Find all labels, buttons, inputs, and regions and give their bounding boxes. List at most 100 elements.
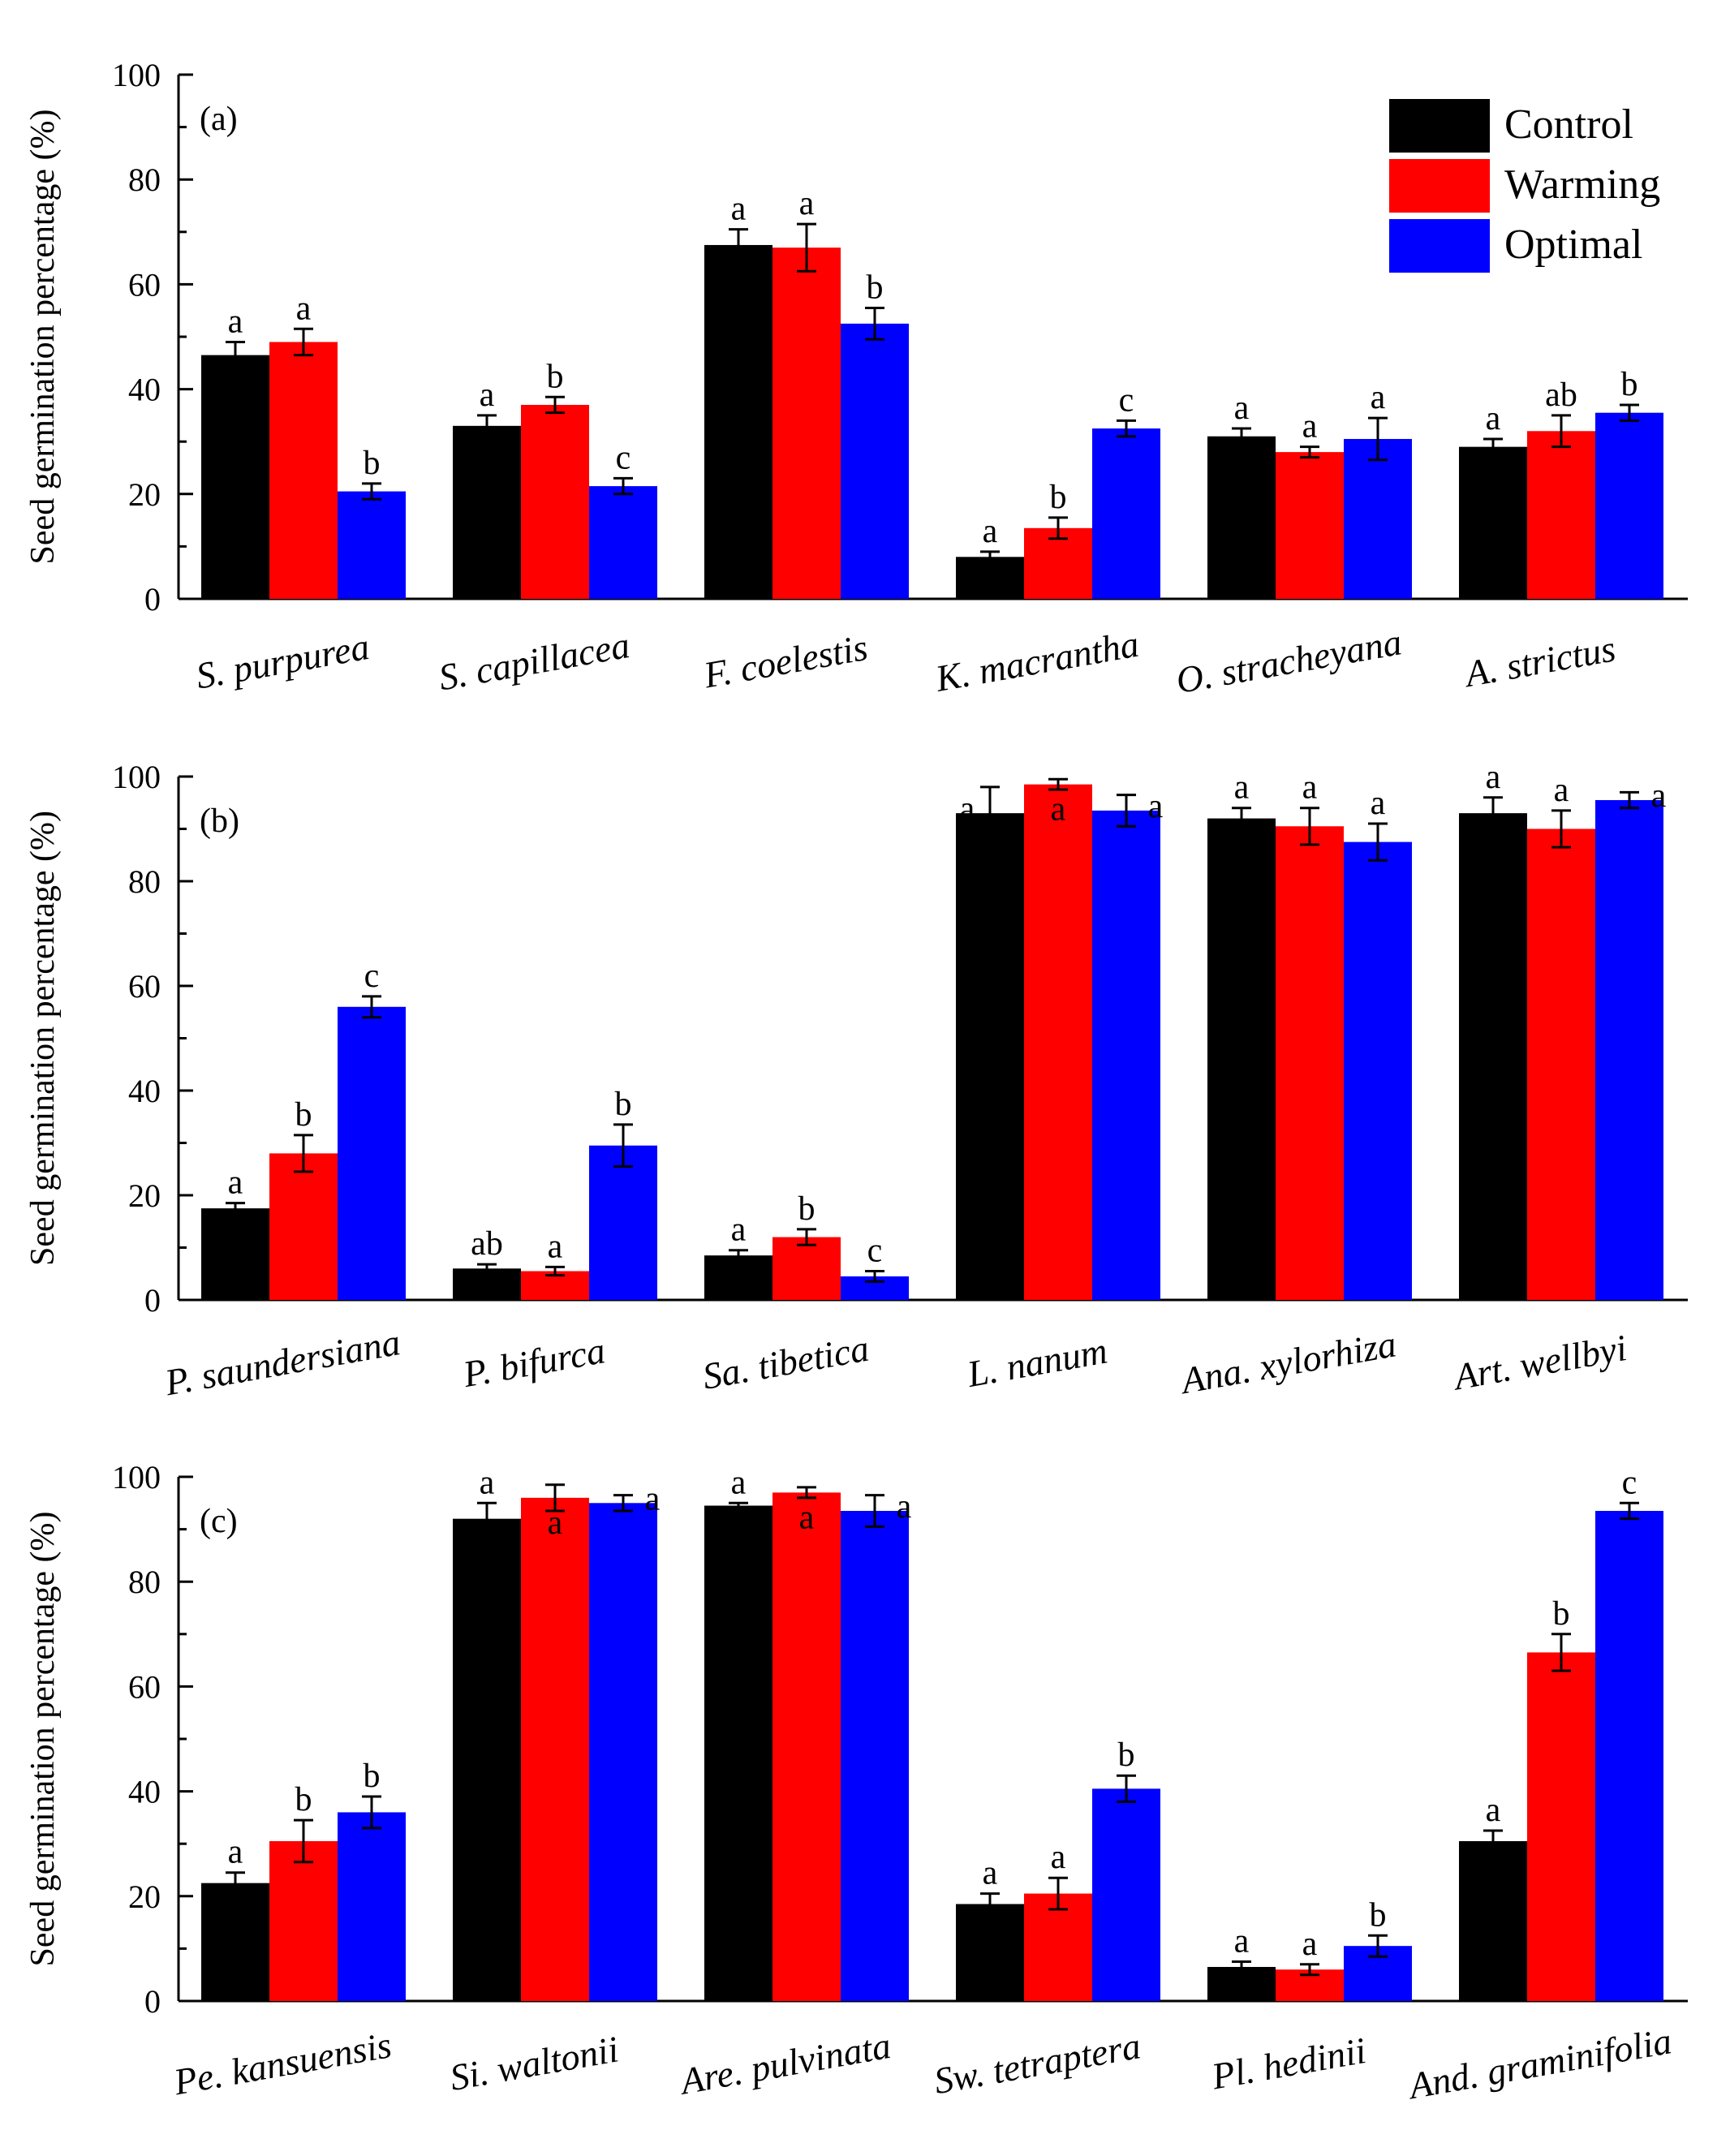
legend-swatch-optimal bbox=[1389, 219, 1490, 273]
bar-control-s-purpurea bbox=[201, 355, 269, 599]
bar-optimal-ana-xylorhiza bbox=[1344, 841, 1412, 1300]
bar-optimal-p-bifurca bbox=[589, 1145, 657, 1300]
panel-b-ytick-label: 100 bbox=[112, 759, 161, 795]
panel-b-ytick-label: 0 bbox=[144, 1282, 161, 1319]
sig-letter-warming-a-strictus: ab bbox=[1545, 377, 1577, 414]
panel-c: 0 20 40 60 80 100 Seed germination percentage … bbox=[24, 1459, 1688, 2107]
sig-letter-warming-sw-tetraptera: a bbox=[1051, 1839, 1066, 1876]
panel-a-ytick-label: 20 bbox=[128, 476, 161, 513]
bar-control-art-wellbyi bbox=[1459, 813, 1527, 1300]
bar-optimal-s-purpurea bbox=[338, 491, 406, 599]
bar-warming-f-coelestis bbox=[772, 247, 841, 599]
category-label-k-macrantha: K. macrantha bbox=[932, 623, 1142, 699]
bar-optimal-f-coelestis bbox=[841, 323, 909, 599]
bar-control-pe-kansuensis bbox=[201, 1883, 269, 2001]
bar-control-s-capillacea bbox=[453, 425, 521, 599]
sig-letter-optimal-pe-kansuensis: b bbox=[364, 1758, 381, 1795]
bar-control-k-macrantha bbox=[956, 557, 1024, 599]
sig-letter-control-sa-tibetica: a bbox=[731, 1211, 747, 1249]
sig-letter-optimal-f-coelestis: b bbox=[867, 269, 884, 306]
sig-letter-optimal-k-macrantha: c bbox=[1119, 381, 1134, 419]
panel-b: 0 20 40 60 80 100 Seed germination percentage … bbox=[24, 759, 1688, 1403]
panel-b-label: (b) bbox=[200, 803, 239, 840]
sig-letter-optimal-and-graminifolia: c bbox=[1622, 1464, 1637, 1501]
category-label-pe-kansuensis: Pe. kansuensis bbox=[170, 2024, 395, 2102]
sig-letter-control-are-pulvinata: a bbox=[731, 1464, 747, 1501]
panel-b-ytick-label: 20 bbox=[128, 1177, 161, 1214]
category-label-are-pulvinata: Are. pulvinata bbox=[675, 2025, 893, 2102]
category-label-sa-tibetica: Sa. tibetica bbox=[699, 1328, 872, 1397]
bar-warming-a-strictus bbox=[1527, 431, 1595, 599]
bar-optimal-are-pulvinata bbox=[841, 1510, 909, 2001]
category-label-s-purpurea: S. purpurea bbox=[193, 626, 372, 697]
sig-letter-optimal-a-strictus: b bbox=[1621, 366, 1638, 403]
sig-letter-control-art-wellbyi: a bbox=[1486, 759, 1501, 796]
sig-letter-warming-ana-xylorhiza: a bbox=[1302, 769, 1318, 807]
bar-warming-p-saundersiana bbox=[269, 1153, 338, 1300]
sig-letter-control-k-macrantha: a bbox=[983, 513, 998, 550]
category-label-p-bifurca: P. bifurca bbox=[459, 1329, 609, 1395]
panel-b-ytick-label: 80 bbox=[128, 863, 161, 900]
sig-letter-warming-art-wellbyi: a bbox=[1554, 772, 1569, 809]
bar-control-sw-tetraptera bbox=[956, 1904, 1024, 2001]
bar-warming-l-nanum bbox=[1024, 784, 1092, 1300]
bar-control-a-strictus bbox=[1459, 446, 1527, 599]
sig-letter-warming-and-graminifolia: b bbox=[1553, 1595, 1570, 1633]
sig-letter-warming-k-macrantha: b bbox=[1050, 479, 1067, 516]
panel-a-y-axis-label: Seed germination percentage (%) bbox=[24, 110, 62, 565]
sig-letter-control-s-purpurea: a bbox=[228, 303, 243, 340]
panel-b-ytick-label: 60 bbox=[128, 968, 161, 1005]
sig-letter-optimal-pl-hedinii: b bbox=[1370, 1896, 1387, 1934]
bar-warming-sw-tetraptera bbox=[1024, 1893, 1092, 2001]
category-label-o-stracheyana: O. stracheyana bbox=[1173, 621, 1405, 701]
category-label-si-waltonii: Si. waltonii bbox=[447, 2028, 622, 2098]
bar-optimal-pe-kansuensis bbox=[338, 1812, 406, 2001]
bar-control-o-stracheyana bbox=[1207, 436, 1276, 599]
panel-a: 0 20 40 60 80 100 Seed germination percentage … bbox=[24, 57, 1688, 701]
bar-warming-s-capillacea bbox=[521, 404, 589, 599]
sig-letter-warming-si-waltonii: a bbox=[548, 1504, 563, 1542]
legend-swatch-warming bbox=[1389, 159, 1490, 213]
legend-swatch-control bbox=[1389, 99, 1490, 153]
bar-control-p-saundersiana bbox=[201, 1208, 269, 1300]
category-label-art-wellbyi: Art. wellbyi bbox=[1448, 1327, 1629, 1398]
sig-letter-control-ana-xylorhiza: a bbox=[1234, 769, 1250, 807]
bar-control-are-pulvinata bbox=[704, 1505, 772, 2001]
sig-letter-control-p-saundersiana: a bbox=[228, 1164, 243, 1202]
bar-warming-art-wellbyi bbox=[1527, 828, 1595, 1300]
sig-letter-optimal-l-nanum: a bbox=[1148, 788, 1164, 825]
bar-optimal-s-capillacea bbox=[589, 486, 657, 599]
category-label-s-capillacea: S. capillacea bbox=[436, 624, 633, 698]
legend: Control Warming Optimal bbox=[1389, 99, 1660, 273]
sig-letter-control-s-capillacea: a bbox=[480, 377, 495, 414]
bar-control-l-nanum bbox=[956, 813, 1024, 1300]
bar-warming-sa-tibetica bbox=[772, 1237, 841, 1300]
category-label-l-nanum: L. nanum bbox=[963, 1330, 1110, 1396]
category-label-sw-tetraptera: Sw. tetraptera bbox=[931, 2025, 1143, 2102]
bar-warming-are-pulvinata bbox=[772, 1492, 841, 2001]
category-label-a-strictus: A. strictus bbox=[1460, 627, 1619, 695]
bar-warming-ana-xylorhiza bbox=[1276, 826, 1344, 1300]
sig-letter-warming-l-nanum: a bbox=[1051, 791, 1066, 828]
sig-letter-optimal-are-pulvinata: a bbox=[897, 1488, 912, 1526]
bar-control-and-graminifolia bbox=[1459, 1840, 1527, 2001]
sig-letter-control-a-strictus: a bbox=[1486, 400, 1501, 437]
sig-letter-optimal-art-wellbyi: a bbox=[1651, 777, 1667, 815]
panel-a-label: (a) bbox=[200, 101, 238, 138]
sig-letter-warming-p-bifurca: a bbox=[548, 1228, 563, 1265]
sig-letter-control-sw-tetraptera: a bbox=[983, 1855, 998, 1892]
bar-optimal-l-nanum bbox=[1092, 810, 1160, 1300]
sig-letter-control-si-waltonii: a bbox=[480, 1464, 495, 1501]
sig-letter-warming-s-capillacea: b bbox=[547, 358, 564, 395]
sig-letter-control-p-bifurca: ab bbox=[471, 1225, 503, 1263]
panel-c-y-axis-label: Seed germination percentage (%) bbox=[24, 1512, 62, 1967]
panel-c-label: (c) bbox=[200, 1503, 238, 1540]
panel-b-ytick-label: 40 bbox=[128, 1073, 161, 1109]
legend-label-warming: Warming bbox=[1504, 161, 1660, 208]
panel-a-ytick-label: 0 bbox=[144, 581, 161, 618]
sig-letter-warming-are-pulvinata: a bbox=[799, 1499, 815, 1536]
sig-letter-optimal-p-bifurca: b bbox=[615, 1086, 632, 1123]
panel-a-ytick-label: 60 bbox=[128, 266, 161, 303]
panel-a-ytick-label: 40 bbox=[128, 372, 161, 408]
bar-control-ana-xylorhiza bbox=[1207, 818, 1276, 1300]
